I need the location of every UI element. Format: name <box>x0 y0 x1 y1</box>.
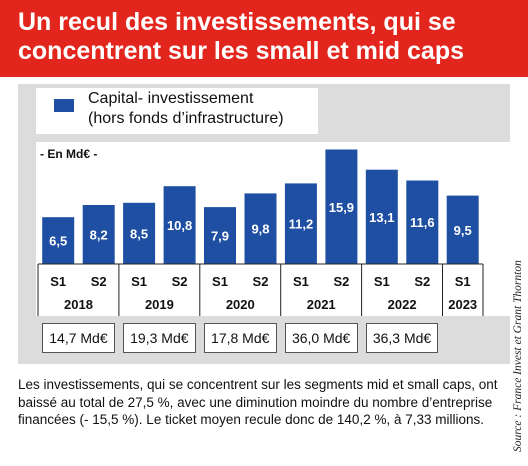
x-tick-label: S1 <box>131 274 147 289</box>
bar <box>446 195 479 264</box>
bar-value-label: 13,1 <box>369 210 394 225</box>
source-note: Source : France Invest et Grant Thornton <box>512 260 524 452</box>
bar-value-label: 7,9 <box>211 229 229 244</box>
legend <box>36 88 318 134</box>
bar-value-label: 11,6 <box>410 215 435 230</box>
legend-swatch <box>54 99 74 112</box>
x-tick-label: S2 <box>333 274 349 289</box>
year-label: 2020 <box>226 297 255 312</box>
bar <box>325 149 358 264</box>
bar-value-label: 8,5 <box>130 226 148 241</box>
bar <box>163 186 196 264</box>
bar <box>284 183 317 264</box>
chart-title: Un recul des investissements, qui se con… <box>18 8 464 65</box>
footnote: Les investissements, qui se concentrent … <box>18 377 498 427</box>
year-label: 2019 <box>145 297 174 312</box>
year-total-box: 14,7 Md€ <box>42 323 115 353</box>
year-total-box: 36,3 Md€ <box>365 323 439 353</box>
x-tick-label: S1 <box>50 274 66 289</box>
x-tick-label: S2 <box>414 274 430 289</box>
bar <box>42 217 75 264</box>
x-tick-label: S1 <box>293 274 309 289</box>
bar-value-label: 8,2 <box>90 228 108 243</box>
bar-value-label: 9,5 <box>454 223 472 238</box>
year-label: 2018 <box>64 297 93 312</box>
bar <box>244 193 277 264</box>
x-tick-label: S2 <box>91 274 107 289</box>
year-total-box: 36,0 Md€ <box>284 323 358 353</box>
bar <box>406 180 439 264</box>
year-label: 2022 <box>388 297 417 312</box>
x-tick-label: S1 <box>455 274 471 289</box>
bar-value-label: 9,8 <box>251 222 269 237</box>
bar <box>365 169 398 264</box>
x-tick-label: S1 <box>374 274 390 289</box>
bar <box>204 207 236 264</box>
unit-label: - En Md€ - <box>40 147 97 161</box>
bar-value-label: 6,5 <box>49 234 67 249</box>
totals-row: 14,7 Md€ 19,3 Md€ 17,8 Md€ 36,0 Md€ 36,3 Md€ <box>36 320 510 356</box>
year-total-box: 19,3 Md€ <box>122 323 196 353</box>
bar-value-label: 11,2 <box>289 217 314 232</box>
year-label: 2023 <box>448 297 477 312</box>
bar-value-label: 15,9 <box>329 200 354 215</box>
bar-value-label: 10,8 <box>167 218 192 233</box>
legend-label: Capital- investissement (hors fonds d’in… <box>88 90 284 127</box>
year-label: 2021 <box>307 297 336 312</box>
title-banner: Un recul des investissements, qui se con… <box>0 0 528 77</box>
bar <box>82 205 115 264</box>
x-tick-label: S1 <box>212 274 228 289</box>
bar <box>123 202 156 264</box>
x-tick-label: S2 <box>253 274 269 289</box>
year-total-box: 17,8 Md€ <box>203 323 277 353</box>
x-tick-label: S2 <box>172 274 188 289</box>
